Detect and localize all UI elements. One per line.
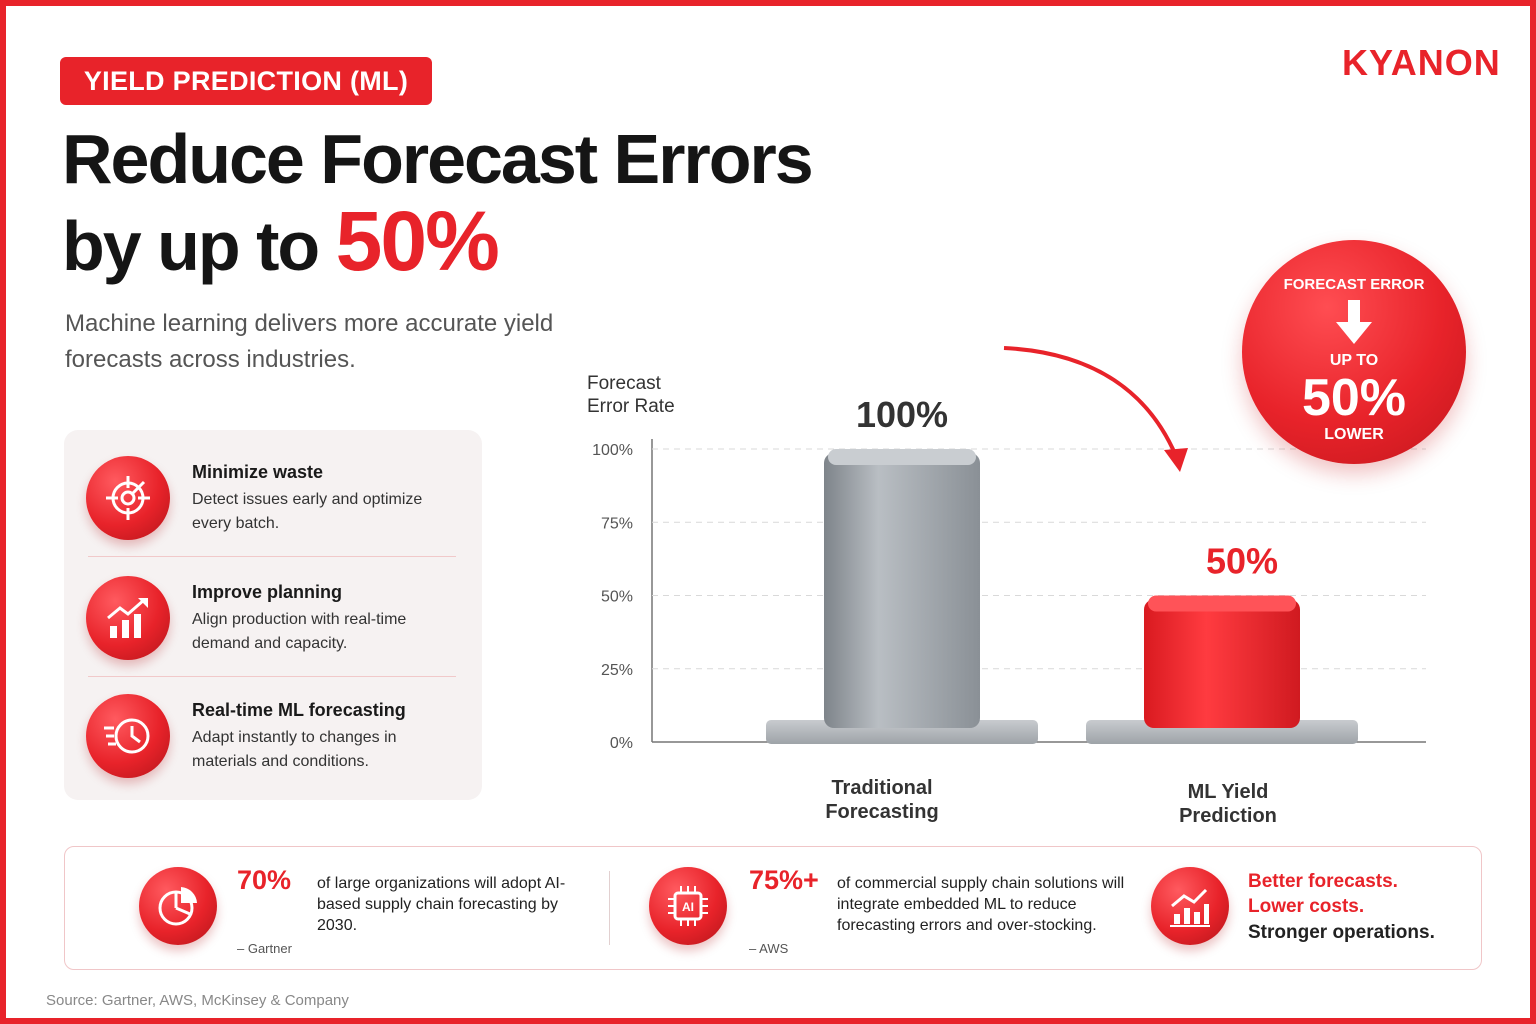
feature-divider <box>88 676 456 677</box>
svg-text:AI: AI <box>682 900 694 914</box>
bar-growth-icon <box>1151 867 1229 945</box>
headline: Reduce Forecast Errors by up to 50% <box>62 118 822 287</box>
bar-top-face <box>1148 595 1296 612</box>
stat-text: of large organizations will adopt AI-bas… <box>317 875 566 934</box>
trend-arrowhead <box>1164 448 1188 472</box>
source-note: Source: Gartner, AWS, McKinsey & Company <box>46 992 349 1009</box>
trend-arrow <box>1003 346 1178 457</box>
feature-desc: Align production with real-time demand a… <box>192 611 407 652</box>
brand-logo: KYANON <box>1342 42 1502 83</box>
stat-value: 75%+ <box>749 865 819 895</box>
clock-icon <box>86 694 170 778</box>
growth-chart-icon <box>86 576 170 660</box>
topic-badge: YIELD PREDICTION (ML) <box>60 57 432 105</box>
y-tick-label: 75% <box>601 515 633 532</box>
ai-chip-icon: AI <box>649 867 727 945</box>
y-axis-title: Forecast Error Rate <box>587 373 675 417</box>
bar-value-label: 100% <box>856 394 948 435</box>
brand-logo-text: KYANON <box>1342 42 1501 83</box>
y-tick-label: 25% <box>601 662 633 679</box>
pie-chart-icon <box>139 867 217 945</box>
callout-lower: LOWER <box>1324 426 1384 443</box>
headline-line2: by up to 50% <box>62 199 822 287</box>
stats-panel: 70% of large organizations will adopt AI… <box>64 846 1482 970</box>
tagline-line1: Better forecasts. <box>1248 871 1398 892</box>
feature-minimize-waste: Minimize waste Detect issues early and o… <box>86 450 456 560</box>
stat-text: of commercial supply chain solutions wil… <box>837 875 1125 934</box>
bar-top-face <box>828 449 976 465</box>
headline-prefix: by up to <box>62 207 320 285</box>
tagline-line2: Lower costs. <box>1248 896 1365 917</box>
tagline-line3: Stronger operations. <box>1248 922 1435 943</box>
bar-chart-svg: Forecast Error Rate 0% 25% 50% 75% 100% 100% Tra… <box>587 346 1426 827</box>
target-icon <box>86 456 170 540</box>
feature-title: Real-time ML forecasting <box>192 700 406 720</box>
bar-value-label: 50% <box>1206 541 1278 582</box>
feature-desc: Adapt instantly to changes in materials … <box>192 729 397 770</box>
callout-upto: UP TO <box>1329 352 1379 369</box>
bar <box>1144 599 1300 728</box>
headline-accent: 50% <box>335 194 500 288</box>
y-tick-label: 50% <box>601 589 633 606</box>
callout-value: 50% <box>1301 369 1407 427</box>
headline-line1: Reduce Forecast Errors <box>62 120 814 198</box>
feature-title: Minimize waste <box>192 462 324 482</box>
subtitle: Machine learning delivers more accurate … <box>65 310 554 373</box>
feature-divider <box>88 556 456 557</box>
feature-desc: Detect issues early and optimize every b… <box>192 491 423 532</box>
y-tick-label: 100% <box>592 442 633 459</box>
y-tick-label: 0% <box>610 735 633 752</box>
stats-separator <box>609 871 610 945</box>
stat-source: – Gartner <box>237 941 292 956</box>
callout-title: FORECAST ERROR <box>1283 276 1425 293</box>
x-category-label: Traditional Forecasting <box>825 777 938 823</box>
forecast-error-callout: FORECAST ERROR UP TO 50% LOWER <box>1242 240 1466 464</box>
stat-source: – AWS <box>749 941 789 956</box>
feature-realtime-ml: Real-time ML forecasting Adapt instantly… <box>86 688 456 798</box>
feature-title: Improve planning <box>192 582 343 602</box>
bar-chart: Forecast Error Rate 0% 25% 50% 75% 100% 100% Tra… <box>566 276 1466 836</box>
x-category-label: ML Yield Prediction <box>1179 781 1277 827</box>
stat-value: 70% <box>237 865 292 895</box>
arrow-down-icon <box>1336 300 1372 344</box>
feature-panel: Minimize waste Detect issues early and o… <box>64 430 482 800</box>
bar <box>824 453 980 728</box>
feature-improve-planning: Improve planning Align production with r… <box>86 570 456 680</box>
